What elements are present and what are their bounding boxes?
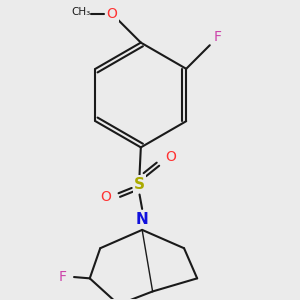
Text: F: F	[214, 30, 222, 44]
Text: O: O	[106, 7, 118, 21]
Text: S: S	[134, 177, 145, 192]
Text: O: O	[166, 149, 176, 164]
Text: O: O	[100, 190, 111, 204]
Text: N: N	[136, 212, 148, 227]
Text: F: F	[58, 270, 66, 284]
Text: CH₃: CH₃	[71, 8, 90, 17]
